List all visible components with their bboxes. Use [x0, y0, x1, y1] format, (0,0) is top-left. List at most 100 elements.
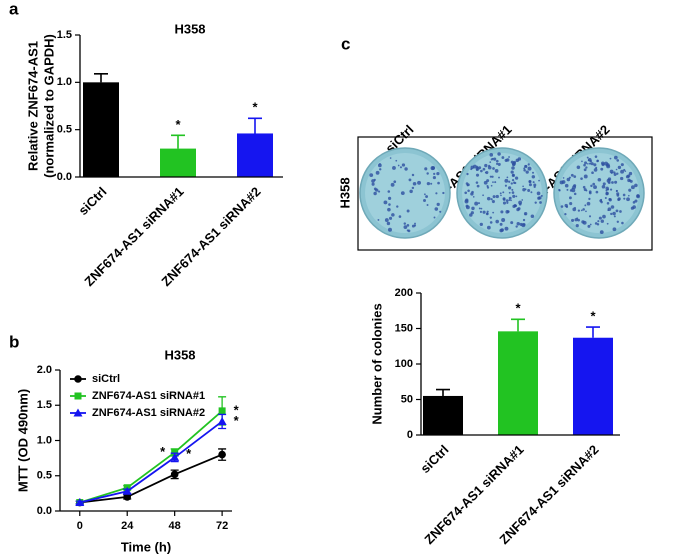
colony-dot	[611, 181, 614, 184]
colony-dot	[492, 211, 495, 214]
row-label: H358	[337, 177, 352, 208]
colony-dot	[564, 183, 569, 188]
error-bar	[94, 73, 108, 83]
x-tick-label: siCtrl	[417, 442, 451, 476]
colony-dot	[483, 180, 488, 185]
colony-dot	[585, 210, 587, 213]
colony-dot	[480, 169, 483, 173]
colony-dot	[508, 199, 511, 202]
colony-dot	[373, 187, 377, 191]
colony-dot	[377, 163, 382, 168]
colony-dot	[531, 175, 536, 179]
annotation: *	[186, 446, 192, 461]
colony-dot	[600, 167, 604, 171]
annotation: *	[175, 117, 181, 132]
legend-marker	[73, 408, 83, 417]
colony-dot	[524, 164, 527, 168]
colony-dot	[508, 156, 510, 158]
colony-dot	[510, 182, 513, 185]
colony-dot	[580, 177, 583, 180]
colony-dot	[472, 164, 477, 169]
colony-dot	[505, 199, 509, 202]
x-tick-label: siCtrl	[75, 184, 109, 218]
colony-dot	[516, 222, 520, 226]
colony-dot	[378, 190, 381, 193]
colony-dot	[391, 213, 395, 217]
bar	[423, 395, 463, 435]
marker	[122, 486, 132, 495]
dishes	[359, 147, 645, 239]
colony-dot	[436, 202, 440, 206]
colony-dot	[627, 174, 631, 178]
colony-dot	[566, 177, 571, 182]
colony-dot	[488, 164, 491, 167]
colony-dot	[536, 191, 541, 196]
y-tick-label: 50	[401, 393, 413, 405]
colony-dot	[403, 222, 407, 225]
colony-dot	[466, 172, 469, 176]
colony-dot	[506, 210, 510, 213]
colony-dot	[412, 181, 417, 186]
colony-dot	[494, 181, 497, 184]
colony-dot	[627, 178, 631, 183]
colony-dot	[583, 168, 587, 172]
colony-dot	[624, 170, 627, 172]
colony-dot	[583, 163, 586, 167]
colony-dot	[593, 185, 597, 190]
colony-dot	[495, 162, 499, 165]
colony-dot	[497, 152, 501, 156]
colony-dot	[425, 195, 429, 199]
colony-dot	[406, 224, 410, 227]
colony-dot	[540, 194, 543, 197]
colony-dot	[533, 185, 536, 188]
colony-dot	[369, 173, 374, 178]
colony-dot	[408, 178, 412, 182]
colony-dot	[588, 162, 591, 165]
colony-dot	[386, 221, 391, 226]
colony-dot	[507, 186, 512, 190]
colony-dot	[514, 176, 519, 180]
colony-dot	[521, 199, 524, 201]
colony-dot	[584, 204, 587, 207]
colony-dot	[623, 197, 626, 200]
colony-dot	[606, 202, 610, 205]
colony-dot	[492, 181, 494, 183]
colony-dot	[392, 166, 396, 170]
colony-dot	[620, 176, 624, 181]
colony-dot	[577, 209, 581, 212]
colony-dot	[513, 181, 516, 184]
legend-label: ZNF674-AS1 siRNA#2	[92, 407, 205, 419]
colony-dot	[517, 157, 522, 161]
colony-dot	[626, 197, 630, 202]
colony-dot	[532, 181, 535, 184]
colony-dot	[472, 196, 475, 198]
colony-dot	[471, 206, 475, 211]
colony-dot	[582, 220, 587, 225]
colony-dot	[634, 183, 638, 188]
colony-dot	[406, 209, 410, 213]
colony-dot	[589, 223, 592, 226]
colony-dot	[606, 222, 609, 225]
colony-dot	[616, 172, 619, 175]
colony-dot	[499, 228, 504, 233]
colony-dot	[508, 191, 511, 194]
colony-dot	[522, 218, 526, 222]
x-tick-label: 24	[121, 520, 134, 532]
colony-dot	[595, 166, 598, 169]
y-tick-label: 200	[395, 287, 413, 299]
colony-dot	[538, 179, 540, 182]
colony-dot	[558, 188, 561, 192]
colony-dot	[504, 158, 508, 162]
colony-dot	[580, 209, 583, 212]
colony-dot	[426, 172, 429, 175]
colony-dot	[469, 213, 473, 217]
colony-dot	[371, 182, 375, 186]
colony-dot	[610, 212, 613, 216]
colony-dot	[600, 219, 604, 223]
colony-dot	[593, 163, 597, 167]
marker	[123, 493, 132, 501]
colony-dot	[388, 196, 392, 200]
colony-dot	[576, 165, 581, 170]
colony-dot	[597, 177, 602, 182]
y-tick-label: 0.5	[37, 470, 52, 482]
